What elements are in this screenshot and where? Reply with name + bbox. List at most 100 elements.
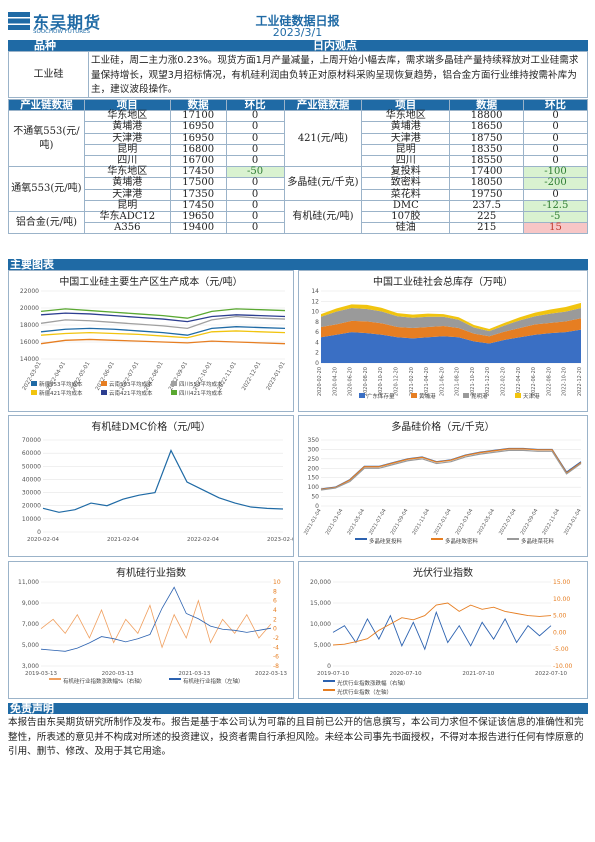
legend-label: 天津港	[523, 392, 540, 400]
price-row: 昆明 17450 0 有机硅(元/吨) DMC 237.5 -12.5	[9, 199, 588, 235]
item-name: 天津港	[361, 132, 451, 145]
price-row: 昆明 16800 0 昆明 18350 0	[9, 143, 588, 156]
tick-label: -8	[273, 663, 279, 670]
legend-swatch	[431, 538, 443, 540]
tick-label: 2023-01-04	[563, 508, 583, 536]
price-header-cell: 环比	[225, 98, 285, 112]
series-line	[40, 330, 286, 339]
item-value: 17400	[449, 166, 525, 179]
legend-swatch	[101, 381, 107, 386]
legend-label: 多晶硅复投料	[369, 537, 403, 545]
tick-label: 4	[315, 339, 319, 346]
logo: 东吴期货 SOOCHOW FUTURES	[8, 8, 118, 38]
legend-label: 四川553平均成本	[179, 380, 223, 388]
tick-label: 5.00	[553, 613, 567, 620]
series-area	[321, 329, 581, 363]
tick-label: 300	[308, 446, 320, 453]
tick-label: 22000	[20, 288, 39, 295]
item-change: 15	[523, 222, 588, 235]
tick-label: 2019-03-13	[25, 671, 57, 677]
legend-label: 广东库存量	[367, 392, 395, 400]
legend-label: 有机硅行业指数（左轴）	[183, 677, 244, 685]
item-value: 16800	[169, 143, 227, 156]
legend-swatch	[507, 538, 519, 540]
item-name: DMC	[361, 199, 451, 212]
chart-social-inventory: 中国工业硅社会总库存（万吨） 14 12 10 8 6 4 2 0 2020-02-20 2020-…	[298, 270, 588, 412]
chart-title: 光伏行业指数	[413, 568, 473, 579]
item-change: -5	[523, 210, 588, 224]
tick-label: 2020-04-20	[332, 367, 338, 396]
item-change: 0	[523, 121, 588, 134]
item-value: 19650	[169, 210, 227, 224]
series-area	[321, 302, 581, 332]
tick-label: 2022-07-10	[535, 671, 567, 677]
item-value: 18550	[449, 154, 525, 168]
tick-label: 2021-07-10	[462, 671, 494, 677]
item-change: 0	[225, 121, 285, 134]
item-name: 华东ADC12	[83, 210, 171, 224]
tick-label: 2021-06-20	[439, 367, 445, 396]
disclaimer-text: 本报告由东吴期货研究所制作及发布。报告是基于本公司认为可靠的且目前已公开的信息撰…	[8, 717, 584, 757]
price-row: 通氧553(元/吨) 华东地区 17450 -50 多晶硅(元/千克) 复投料 17400-…	[8, 166, 588, 212]
tick-label: 2021-09-04	[390, 508, 410, 536]
tick-label: 2022-10-20	[562, 367, 568, 396]
tick-label: 2022-08-20	[546, 367, 552, 396]
tick-label: 6	[315, 329, 319, 336]
tick-label: 2022-06-20	[531, 367, 537, 396]
tick-label: 8	[315, 319, 319, 326]
item-value: 225	[449, 210, 525, 224]
tick-label: 40000	[22, 476, 41, 483]
logo-text-cn: 东吴期货	[33, 13, 102, 32]
tick-label: 3,000	[22, 663, 39, 670]
group-name: 421(元/吨)	[283, 110, 363, 168]
tick-label: 2021-02-20	[409, 367, 415, 396]
chart-title: 有机硅DMC价格（元/吨）	[91, 422, 211, 433]
tick-label: 0	[273, 626, 277, 633]
item-change: 0	[225, 110, 285, 123]
item-change: -12.5	[523, 199, 588, 212]
tick-label: 10	[311, 309, 319, 316]
legend-label: 新疆421平均成本	[39, 389, 83, 397]
tick-label: 2020-12-20	[393, 367, 399, 396]
chart-title: 中国工业硅社会总库存（万吨）	[373, 277, 513, 288]
tick-label: 2022-03-13	[255, 671, 287, 677]
item-value: 17450	[169, 199, 227, 212]
tick-label: -4	[273, 644, 279, 651]
item-change: 0	[225, 188, 285, 201]
item-value: 18650	[449, 121, 525, 134]
item-change: 0	[523, 154, 588, 168]
item-change: 0	[225, 177, 285, 190]
tick-label: 2021-05-04	[346, 508, 366, 536]
item-name: 硅油	[361, 222, 451, 235]
tick-label: 50	[311, 494, 319, 501]
price-header-cell: 产业链数据	[283, 98, 363, 112]
series-line	[40, 312, 286, 323]
item-change: 0	[523, 188, 588, 201]
tick-label: 11,000	[18, 579, 39, 586]
price-row: 黄埔港 16950 0 黄埔港 18650 0	[9, 121, 588, 134]
price-header-cell: 项目	[83, 98, 171, 112]
tick-label: 6	[273, 598, 277, 605]
item-value: 17350	[169, 188, 227, 201]
tick-label: 2022-12-01	[241, 361, 262, 392]
item-name: 天津港	[83, 188, 171, 201]
legend-label: 多晶硅致密料	[445, 537, 479, 545]
item-value: 237.5	[449, 199, 525, 212]
tick-label: 2021-08-20	[455, 367, 461, 396]
price-header-cell: 环比	[523, 98, 588, 112]
chart-title: 有机硅行业指数	[116, 568, 186, 579]
legend-label: 光伏行业指数涨跌幅（右轴）	[337, 679, 409, 687]
daily-view-box: 工业硅 工业硅，周二主力涨0.23%。现货方面1月产量减量，上周开始小幅去库，需…	[8, 51, 588, 98]
legend-swatch	[101, 390, 107, 395]
col-view-header: 日内观点	[313, 39, 357, 52]
price-row: 不通氧553(元/吨) 华东地区 17100 0 421(元/吨) 华东地区 18800 0	[8, 110, 588, 168]
series-line	[42, 449, 284, 513]
chart-pv-index: 光伏行业指数 20,000 15,000 10,000 5,000 0 15.00 10.00…	[298, 561, 588, 699]
item-name: 昆明	[83, 199, 171, 212]
item-value: 16700	[169, 154, 227, 168]
chart-silicone-index: 有机硅行业指数 11,000 9,000 7,000 5,000 3,000 10 8 6 4 2 0…	[8, 561, 294, 699]
series-line	[40, 326, 286, 336]
tick-label: 2020-08-20	[363, 367, 369, 396]
tick-label: 2020-02-04	[27, 537, 59, 543]
item-name: 天津港	[83, 132, 171, 145]
